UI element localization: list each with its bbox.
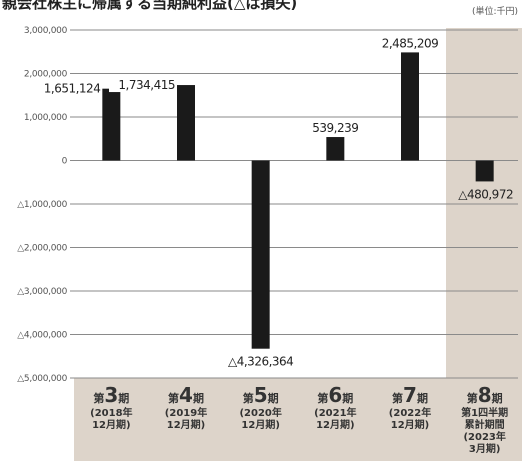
highlight-band (446, 28, 522, 378)
category-sublabel: 12月期) (316, 418, 355, 431)
category-label: 第8期 (467, 383, 503, 407)
category-number: 8 (478, 383, 492, 407)
category-sublabel: 第1四半期 (461, 406, 508, 419)
bar (102, 88, 121, 161)
y-tick-label: 1,000,000 (24, 113, 68, 123)
category-label: 第3期 (93, 383, 129, 407)
data-label-bg (109, 77, 175, 93)
category-sublabel: (2019年 (165, 406, 207, 419)
category-sublabel: 12月期) (167, 418, 206, 431)
y-tick-label: △3,000,000 (17, 287, 67, 297)
category-number: 5 (254, 383, 268, 407)
category-number: 6 (328, 383, 342, 407)
unit-label: (単位:千円) (472, 5, 518, 17)
data-label: 1,651,124 (44, 82, 101, 96)
bar (251, 160, 270, 349)
category-sublabel: (2018年 (90, 406, 132, 419)
bar (326, 137, 345, 161)
data-labels: 1,651,124 1,734,415 △4,326,364 539,239 2,485… (34, 36, 514, 369)
data-label: 1,734,415 (118, 78, 175, 92)
category-suffix: 期 (118, 391, 129, 405)
data-label: △480,972 (458, 187, 513, 201)
category-sublabel: (2022年 (389, 406, 431, 419)
category-axis-band (74, 378, 522, 461)
data-label: 2,485,209 (382, 36, 439, 50)
category-sublabel: (2020年 (239, 406, 281, 419)
bar (475, 160, 494, 182)
category-labels: 第3期(2018年12月期)第4期(2019年12月期)第5期(2020年12月… (90, 383, 508, 455)
grid-lines (70, 29, 518, 379)
category-suffix: 期 (193, 391, 204, 405)
category-sublabel: 12月期) (391, 418, 430, 431)
category-sublabel: (2021年 (314, 406, 356, 419)
category-number: 3 (104, 383, 118, 407)
category-number: 4 (179, 383, 193, 407)
y-tick-label: 2,000,000 (24, 70, 68, 80)
category-number: 7 (403, 383, 417, 407)
y-axis-tick-labels: 3,000,000 2,000,000 1,000,000 0 △1,000,000 △2… (17, 26, 68, 384)
category-prefix: 第 (317, 391, 328, 405)
category-prefix: 第 (392, 391, 403, 405)
y-tick-label: △2,000,000 (17, 244, 67, 254)
category-suffix: 期 (417, 391, 428, 405)
bar (401, 52, 419, 161)
category-prefix: 第 (168, 391, 179, 405)
category-prefix: 第 (467, 391, 478, 405)
category-label: 第6期 (317, 383, 353, 407)
category-sublabel: 12月期) (241, 418, 280, 431)
category-suffix: 期 (268, 391, 279, 405)
data-label: △4,326,364 (228, 355, 293, 369)
category-suffix: 期 (492, 391, 503, 405)
y-tick-label: △1,000,000 (17, 200, 67, 210)
category-sublabel: 累計期間 (465, 418, 505, 431)
category-prefix: 第 (243, 391, 254, 405)
category-label: 第5期 (243, 383, 279, 407)
category-sublabel: (2023年 (463, 430, 505, 443)
bars (102, 52, 494, 349)
category-label: 第4期 (168, 383, 204, 407)
bar (177, 85, 195, 161)
chart-title: 親会社株主に帰属する当期純利益(△は損失) (2, 0, 297, 12)
y-tick-label: △5,000,000 (17, 374, 67, 384)
data-label: 539,239 (312, 121, 358, 135)
y-tick-label: △4,000,000 (17, 331, 67, 341)
category-suffix: 期 (342, 391, 353, 405)
category-label: 第7期 (392, 383, 428, 407)
data-label-bg (34, 80, 101, 96)
category-sublabel: 12月期) (92, 418, 131, 431)
y-tick-label: 0 (62, 157, 68, 167)
y-tick-label: 3,000,000 (24, 26, 68, 36)
category-prefix: 第 (93, 391, 104, 405)
category-sublabel: 3月期) (469, 442, 501, 455)
